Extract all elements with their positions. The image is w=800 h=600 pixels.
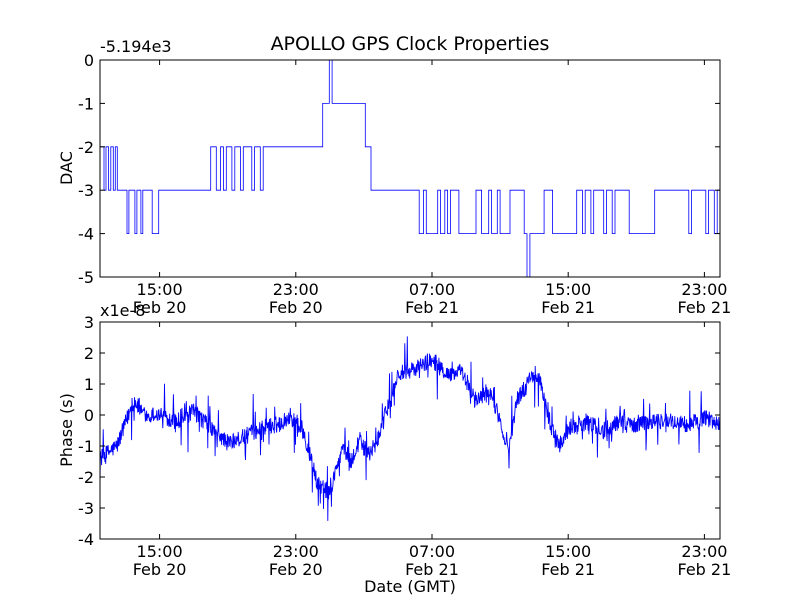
phase-x-tick-date: Feb 20 [269, 560, 323, 579]
phase-y-tick-label: -2 [78, 468, 94, 487]
phase-y-tick-label: 1 [84, 375, 94, 394]
phase-y-tick-label: -1 [78, 437, 94, 456]
phase-y-tick-label: 3 [84, 313, 94, 332]
dac-y-tick-label: -5 [78, 268, 94, 287]
dac-y-tick-label: -2 [78, 138, 94, 157]
phase-x-tick-time: 15:00 [137, 542, 183, 561]
phase-y-tick-label: 2 [84, 344, 94, 363]
dac-y-tick-label: -3 [78, 181, 94, 200]
phase-y-tick-label: -3 [78, 499, 94, 518]
phase-offset-label: x1e-8 [100, 301, 145, 320]
phase-axes-frame [99, 321, 721, 540]
phase-x-tick-time: 23:00 [681, 542, 727, 561]
chart-title: APOLLO GPS Clock Properties [271, 33, 550, 55]
dac-x-tick-time: 15:00 [545, 280, 591, 299]
phase-y-axis-label: Phase (s) [57, 393, 76, 467]
phase-x-tick-date: Feb 20 [133, 560, 187, 579]
phase-y-tick-label: -4 [78, 530, 94, 549]
dac-x-tick-date: Feb 21 [405, 298, 459, 317]
dac-y-tick-label: -4 [78, 225, 94, 244]
phase-y-tick-label: 0 [84, 406, 94, 425]
dac-x-tick-time: 23:00 [681, 280, 727, 299]
phase-x-tick-date: Feb 21 [541, 560, 595, 579]
phase-x-tick-date: Feb 21 [405, 560, 459, 579]
dac-offset-label: -5.194e3 [100, 37, 172, 56]
dac-axes-frame [99, 59, 721, 278]
phase-x-tick-time: 23:00 [273, 542, 319, 561]
dac-x-tick-date: Feb 21 [541, 298, 595, 317]
dac-x-tick-date: Feb 20 [133, 298, 187, 317]
phase-x-tick-time: 07:00 [409, 542, 455, 561]
dac-x-tick-time: 23:00 [273, 280, 319, 299]
dac-x-tick-date: Feb 20 [269, 298, 323, 317]
dac-y-axis-label: DAC [57, 151, 76, 185]
dac-y-tick-label: -1 [78, 94, 94, 113]
phase-x-tick-date: Feb 21 [678, 560, 732, 579]
dac-x-tick-time: 15:00 [137, 280, 183, 299]
phase-x-tick-time: 15:00 [545, 542, 591, 561]
phase-y-ticks: -4 -3 -2 -1 0 1 2 3 [78, 313, 720, 549]
dac-x-tick-time: 07:00 [409, 280, 455, 299]
phase-series-line [99, 336, 721, 521]
dac-series-line [100, 59, 721, 278]
dac-y-tick-label: 0 [84, 51, 94, 70]
dac-y-ticks: -5 -4 -3 -2 -1 0 [78, 51, 720, 287]
x-axis-label: Date (GMT) [364, 577, 456, 596]
dac-x-tick-date: Feb 21 [678, 298, 732, 317]
